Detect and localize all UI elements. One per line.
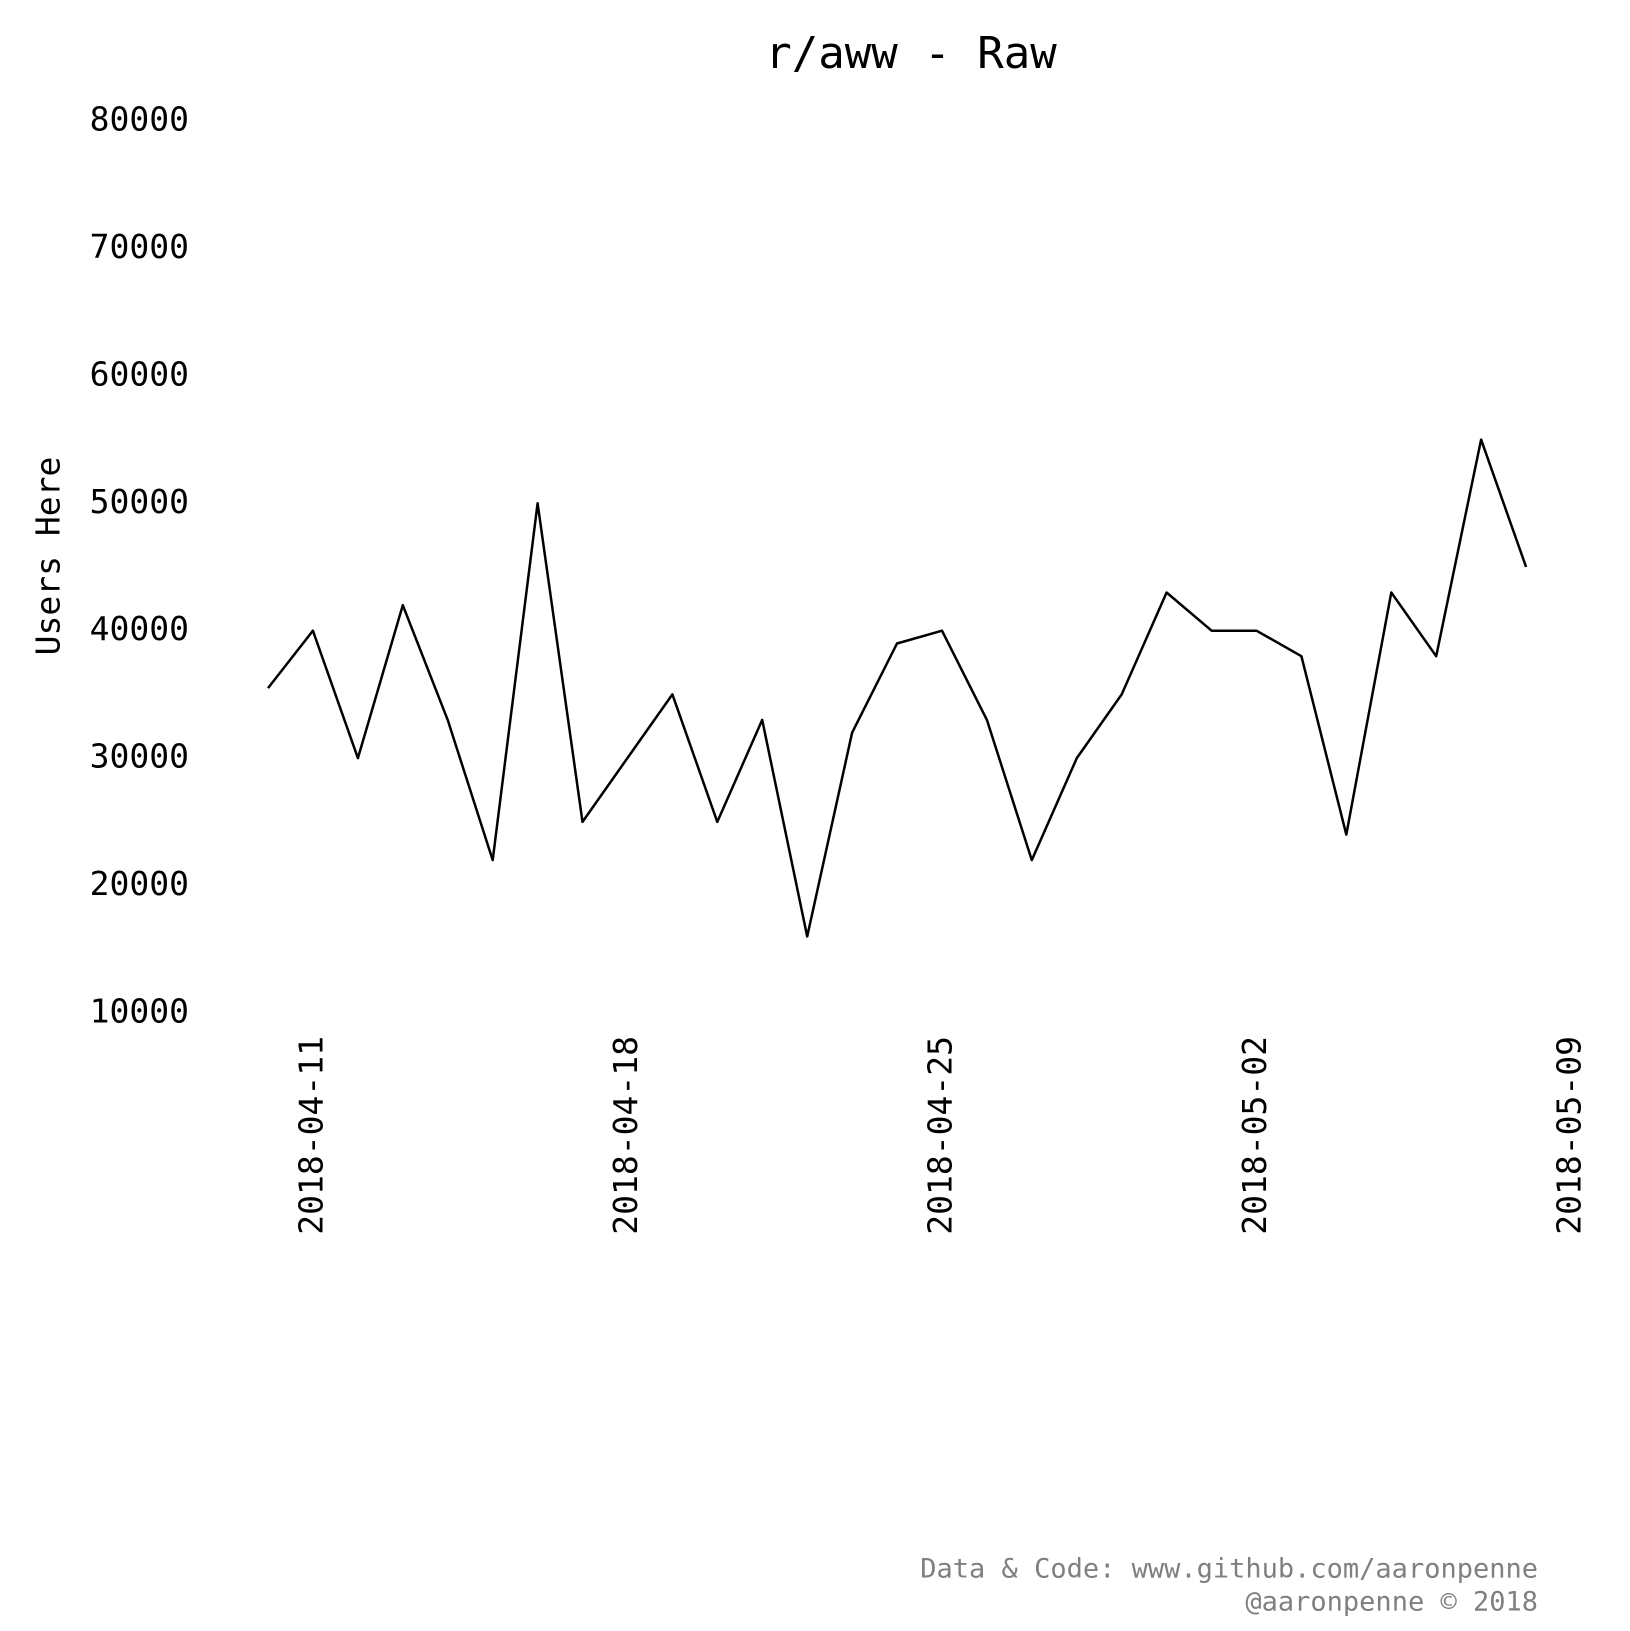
chart-title: r/aww - Raw <box>765 28 1057 79</box>
y-tick-label: 30000 <box>90 737 189 776</box>
footer-line: @aaronpenne © 2018 <box>1245 1587 1538 1618</box>
y-tick-label: 40000 <box>90 609 189 648</box>
y-axis-label: Users Here <box>29 457 68 656</box>
x-tick-label: 2018-04-11 <box>291 1036 330 1235</box>
data-line <box>267 438 1528 938</box>
y-tick-label: 50000 <box>90 482 189 521</box>
x-tick-label: 2018-05-09 <box>1550 1036 1589 1235</box>
y-tick-label: 80000 <box>90 100 189 139</box>
x-tick-label: 2018-04-18 <box>606 1036 645 1235</box>
x-tick-label: 2018-04-25 <box>920 1036 959 1235</box>
footer-line: Data & Code: www.github.com/aaronpenne <box>920 1554 1538 1585</box>
y-tick-label: 10000 <box>90 992 189 1031</box>
y-tick-label: 20000 <box>90 864 189 903</box>
x-tick-label: 2018-05-02 <box>1235 1036 1274 1235</box>
y-tick-label: 70000 <box>90 227 189 266</box>
y-tick-label: 60000 <box>90 354 189 393</box>
